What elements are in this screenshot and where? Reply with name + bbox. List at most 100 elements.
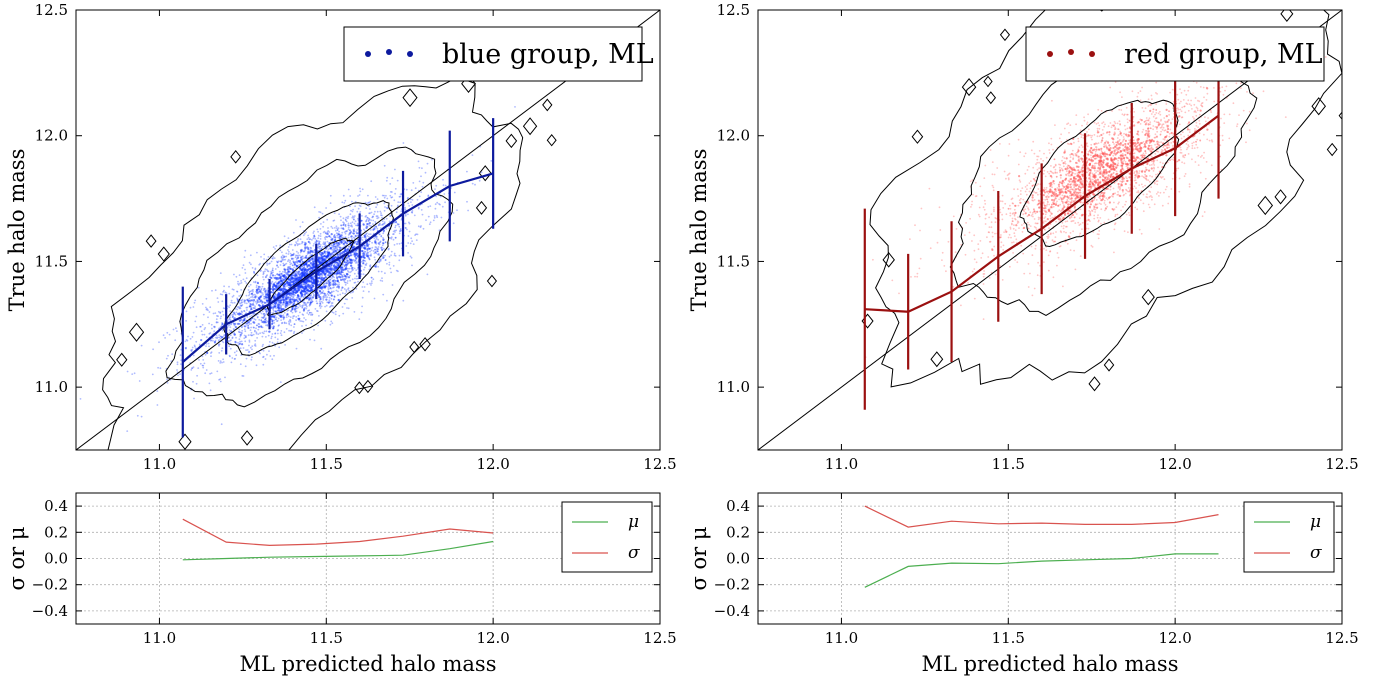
scatter-point [331, 322, 334, 324]
scatter-point [297, 257, 299, 259]
scatter-point [390, 250, 393, 253]
scatter-point [264, 318, 266, 321]
scatter-point [253, 270, 255, 273]
scatter-point [256, 281, 259, 284]
scatter-point [265, 293, 268, 296]
scatter-point [294, 276, 297, 279]
scatter-point [261, 292, 264, 294]
scatter-point [344, 219, 347, 222]
scatter-point [363, 245, 366, 247]
scatter-point [326, 270, 329, 273]
scatter-point [260, 312, 263, 315]
scatter-point [332, 312, 335, 314]
scatter-point [1075, 114, 1078, 116]
scatter-point [270, 272, 272, 275]
scatter-point [381, 242, 384, 245]
scatter-point [301, 273, 304, 276]
scatter-point [1142, 141, 1145, 143]
scatter-point [228, 292, 231, 295]
scatter-point [313, 235, 316, 238]
scatter-point [176, 363, 179, 366]
scatter-point [273, 354, 275, 357]
scatter-point [379, 210, 382, 213]
scatter-point [252, 289, 255, 291]
scatter-point [326, 254, 329, 257]
scatter-point [227, 320, 229, 322]
scatter-point [385, 217, 388, 220]
scatter-point [1163, 191, 1165, 194]
scatter-point [1032, 215, 1034, 218]
scatter-point [399, 230, 402, 232]
legend-label: blue group, ML [442, 39, 654, 70]
scatter-point [220, 336, 223, 339]
scatter-point [373, 256, 376, 259]
scatter-point [241, 321, 244, 324]
scatter-point [408, 230, 411, 233]
scatter-point [365, 220, 367, 223]
scatter-point [277, 309, 280, 312]
scatter-point [297, 254, 300, 257]
scatter-point [251, 348, 253, 351]
scatter-point [1072, 230, 1074, 233]
scatter-point [218, 352, 221, 354]
scatter-point [126, 370, 129, 373]
legend-marker [365, 51, 371, 57]
scatter-point [400, 210, 403, 213]
scatter-point [322, 290, 325, 292]
scatter-point [313, 329, 315, 331]
scatter-point [375, 226, 378, 229]
scatter-point [289, 321, 292, 323]
scatter-point [325, 296, 327, 298]
scatter-point [391, 284, 394, 286]
scatter-point [347, 222, 350, 225]
scatter-point [257, 325, 261, 328]
scatter-point [292, 280, 296, 283]
scatter-point [305, 307, 308, 310]
scatter-point [219, 380, 222, 383]
scatter-point [305, 255, 308, 257]
scatter-point [308, 241, 311, 244]
scatter-point [344, 236, 347, 239]
scatter-point [342, 217, 345, 220]
scatter-point [328, 272, 331, 275]
scatter-point [411, 204, 414, 206]
scatter-point [369, 247, 372, 250]
scatter-point [309, 314, 312, 316]
scatter-point [377, 238, 380, 241]
scatter-point [159, 367, 162, 370]
y-tick-label: 11.0 [35, 378, 68, 396]
scatter-point [338, 240, 341, 243]
scatter-point [248, 344, 250, 347]
scatter-point [374, 248, 377, 251]
scatter-point [326, 293, 329, 295]
scatter-point [303, 250, 305, 253]
scatter-point [247, 334, 250, 337]
scatter-point [310, 247, 312, 250]
scatter-point [290, 324, 293, 327]
scatter-point [309, 262, 312, 264]
scatter-point [232, 315, 235, 318]
scatter-point [389, 267, 392, 270]
scatter-point [319, 232, 322, 235]
scatter-point [374, 225, 377, 228]
scatter-point [215, 318, 218, 321]
scatter-point [221, 340, 224, 343]
scatter-point [420, 175, 422, 178]
scatter-point [256, 301, 259, 303]
scatter-point [248, 341, 251, 343]
scatter-point [241, 343, 244, 346]
scatter-point [1142, 152, 1145, 155]
scatter-point [282, 316, 285, 319]
scatter-point [383, 164, 386, 167]
scatter-point [1180, 137, 1183, 140]
scatter-point [301, 306, 304, 308]
scatter-point [201, 364, 204, 367]
scatter-point [255, 324, 258, 327]
scatter-point [368, 219, 370, 222]
scatter-point [938, 206, 941, 209]
scatter-point [384, 259, 387, 261]
scatter-point [274, 310, 277, 313]
scatter-point [256, 337, 258, 339]
scatter-point [368, 201, 370, 204]
scatter-point [235, 350, 238, 352]
